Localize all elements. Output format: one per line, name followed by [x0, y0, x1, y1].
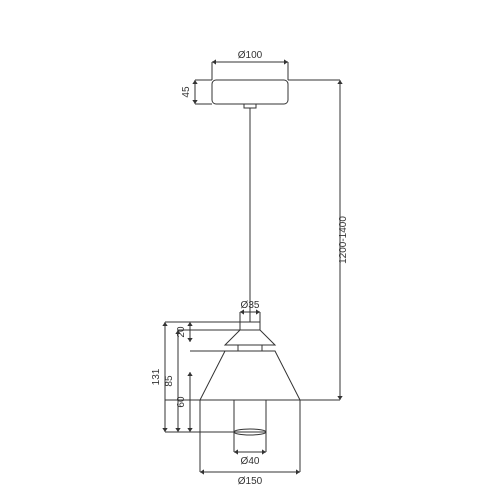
svg-text:85: 85	[164, 375, 175, 387]
svg-text:Ø40: Ø40	[241, 456, 260, 467]
svg-text:Ø100: Ø100	[238, 50, 263, 61]
svg-text:131: 131	[151, 368, 162, 385]
technical-drawing: Ø100 45 1200-1400 Ø35 1318560 20 Ø40 Ø150	[0, 0, 500, 500]
svg-text:60: 60	[176, 396, 187, 408]
svg-text:Ø150: Ø150	[238, 476, 263, 487]
svg-text:1200-1400: 1200-1400	[338, 216, 349, 264]
svg-text:Ø35: Ø35	[241, 300, 260, 311]
svg-text:45: 45	[181, 86, 192, 98]
svg-text:20: 20	[176, 326, 187, 338]
